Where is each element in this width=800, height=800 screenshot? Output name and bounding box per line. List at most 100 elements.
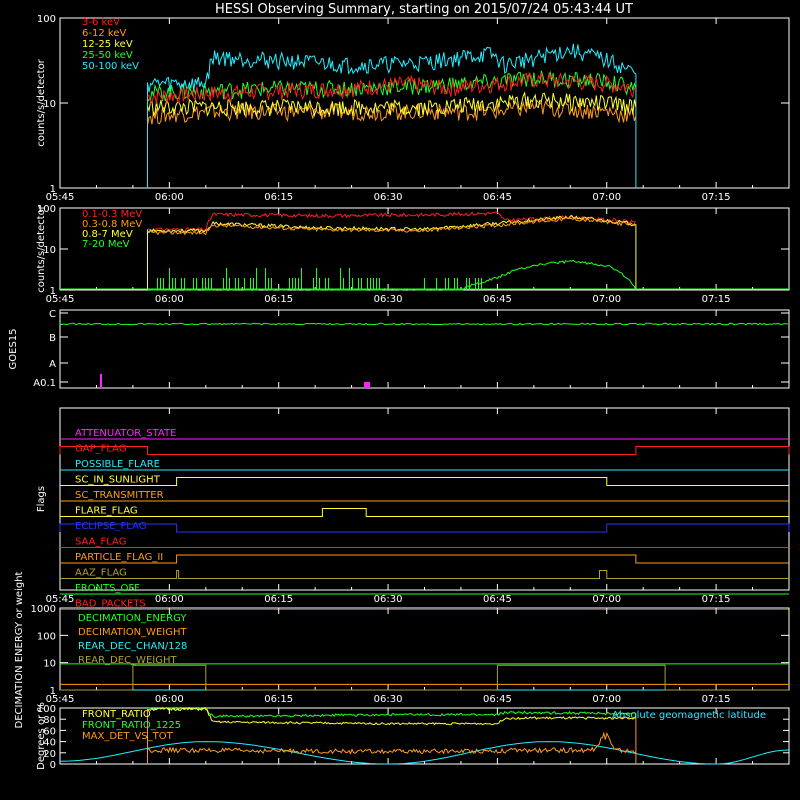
legend-label: 0.8-7 MeV bbox=[82, 229, 133, 240]
flag-label: SC_IN_SUNLIGHT bbox=[75, 475, 161, 486]
series-line-3 bbox=[60, 664, 789, 691]
flag-label: ECLIPSE_FLAG bbox=[75, 521, 146, 532]
series-line-0 bbox=[59, 322, 789, 326]
y-tick-label: A bbox=[49, 359, 56, 370]
x-tick-label: 07:00 bbox=[592, 594, 621, 605]
flag-label: FRONTS_OFF bbox=[75, 583, 140, 594]
y-axis-label: counts/s/detector bbox=[36, 204, 47, 292]
legend-label: DECIMATION_ENERGY bbox=[78, 613, 187, 624]
series-line-3 bbox=[147, 259, 637, 291]
x-tick-label: 07:15 bbox=[702, 594, 731, 605]
legend-label: REAR_DEC_CHAN/128 bbox=[78, 641, 187, 652]
series-line-1 bbox=[147, 216, 637, 236]
panel-counts-mev: 05:45 06:00 06:15 06:30 06:45 07:00 07:15 count… bbox=[36, 204, 790, 305]
series-line-1 bbox=[147, 706, 637, 719]
flag-label: BAD_PACKETS bbox=[75, 599, 146, 610]
flag-label: AAZ_FLAG bbox=[75, 568, 127, 579]
y-tick-label: 1000 bbox=[31, 604, 56, 615]
legend-label: MAX_DET_VS_TOT bbox=[82, 731, 174, 742]
legend-label: FRONT_RATIO_1225 bbox=[82, 720, 181, 731]
x-tick-label: 06:45 bbox=[483, 694, 512, 705]
flag-line-5 bbox=[60, 508, 789, 517]
x-tick-label: 06:30 bbox=[374, 594, 403, 605]
x-tick-label: 05:45 bbox=[46, 192, 75, 203]
x-tick-label: 05:45 bbox=[46, 594, 75, 605]
flag-label: GAP_FLAG bbox=[75, 444, 127, 455]
y-tick-label: 10 bbox=[43, 99, 56, 110]
series-line-4 bbox=[147, 43, 637, 93]
panel-counts-kev: 05:45 06:00 06:15 06:30 06:45 07:00 07:15 count… bbox=[36, 14, 790, 203]
x-tick-label: 06:15 bbox=[264, 294, 293, 305]
y-tick-label: A0.1 bbox=[33, 378, 56, 389]
y-tick-label: 60 bbox=[43, 726, 56, 737]
chart-title: HESSI Observing Summary, starting on 201… bbox=[215, 2, 633, 17]
x-tick-label: 06:15 bbox=[264, 694, 293, 705]
y-tick-label: 1 bbox=[50, 184, 56, 195]
x-tick-label: 06:00 bbox=[155, 694, 184, 705]
flag-line-3 bbox=[60, 477, 789, 486]
legend-label: FRONT_RATIO bbox=[82, 709, 151, 720]
x-tick-label: 06:15 bbox=[264, 192, 293, 203]
series-line-0 bbox=[147, 707, 636, 726]
y-tick-label: 40 bbox=[43, 738, 56, 749]
x-tick-label: 06:30 bbox=[374, 192, 403, 203]
x-tick-label: 06:00 bbox=[155, 192, 184, 203]
y-tick-label: 100 bbox=[37, 704, 56, 715]
series-line-0 bbox=[147, 71, 636, 105]
x-tick-label: 07:00 bbox=[592, 294, 621, 305]
legend-label: 50-100 keV bbox=[82, 61, 139, 72]
magenta-mark bbox=[364, 382, 370, 388]
panel-frame bbox=[59, 309, 790, 389]
annotation-label: Absolute geomagnetic latitude bbox=[612, 710, 766, 721]
legend-label: REAR_DEC_WEIGHT bbox=[78, 655, 177, 666]
x-tick-label: 05:45 bbox=[46, 294, 75, 305]
x-tick-label: 07:00 bbox=[592, 192, 621, 203]
legend-label: 6-12 keV bbox=[82, 28, 126, 39]
y-tick-label: 100 bbox=[37, 631, 56, 642]
legend-label: 25-50 keV bbox=[82, 50, 133, 61]
x-tick-label: 06:45 bbox=[483, 594, 512, 605]
flag-line-8 bbox=[60, 554, 789, 564]
series-line-2 bbox=[147, 731, 637, 755]
y-tick-label: 100 bbox=[37, 204, 56, 215]
legend-label: DECIMATION_WEIGHT bbox=[78, 627, 187, 638]
y-tick-label: 80 bbox=[43, 715, 56, 726]
x-tick-label: 06:00 bbox=[155, 594, 184, 605]
panel-goes: A0.1 A B C GOES15 bbox=[8, 309, 790, 389]
y-tick-label: 1 bbox=[50, 686, 56, 697]
legend-label: 3-6 keV bbox=[82, 17, 120, 28]
legend-label: 7-20 MeV bbox=[82, 239, 130, 250]
flag-line-1 bbox=[59, 446, 790, 455]
panels: 05:45 06:00 06:15 06:30 06:45 07:00 07:15 count… bbox=[8, 14, 790, 771]
flag-label: ATTENUATOR_STATE bbox=[75, 428, 176, 439]
y-tick-label: B bbox=[49, 333, 56, 344]
y-tick-label: 1 bbox=[50, 286, 56, 297]
y-tick-label: 100 bbox=[37, 14, 56, 25]
series-line-3 bbox=[59, 741, 789, 765]
x-tick-label: 06:30 bbox=[374, 694, 403, 705]
x-tick-label: 06:00 bbox=[155, 294, 184, 305]
flag-label: SAA_FLAG bbox=[75, 537, 126, 548]
panel-flags: 05:45 06:00 06:15 06:30 06:45 07:00 07:15 Flags… bbox=[36, 407, 790, 610]
x-tick-label: 05:45 bbox=[46, 694, 75, 705]
x-tick-label: 06:45 bbox=[483, 294, 512, 305]
y-axis-label: DECIMATION ENERGY or weight bbox=[14, 571, 25, 728]
x-tick-label: 06:45 bbox=[483, 192, 512, 203]
x-tick-label: 07:00 bbox=[592, 694, 621, 705]
flag-label: POSSIBLE_FLARE bbox=[75, 459, 160, 470]
x-tick-label: 07:15 bbox=[702, 192, 731, 203]
x-tick-label: 07:15 bbox=[702, 294, 731, 305]
y-axis-label: counts/s/detector bbox=[36, 58, 47, 146]
x-tick-label: 06:15 bbox=[264, 594, 293, 605]
x-tick-label: 06:30 bbox=[374, 294, 403, 305]
flag-label: PARTICLE_FLAG_II bbox=[75, 552, 163, 563]
flag-line-9 bbox=[60, 570, 789, 579]
legend-label: 0.3-0.8 MeV bbox=[82, 219, 142, 230]
y-tick-label: C bbox=[49, 309, 56, 320]
flag-line-6 bbox=[59, 523, 790, 533]
series-line-2 bbox=[147, 215, 637, 234]
y-axis-label: GOES15 bbox=[8, 328, 19, 369]
